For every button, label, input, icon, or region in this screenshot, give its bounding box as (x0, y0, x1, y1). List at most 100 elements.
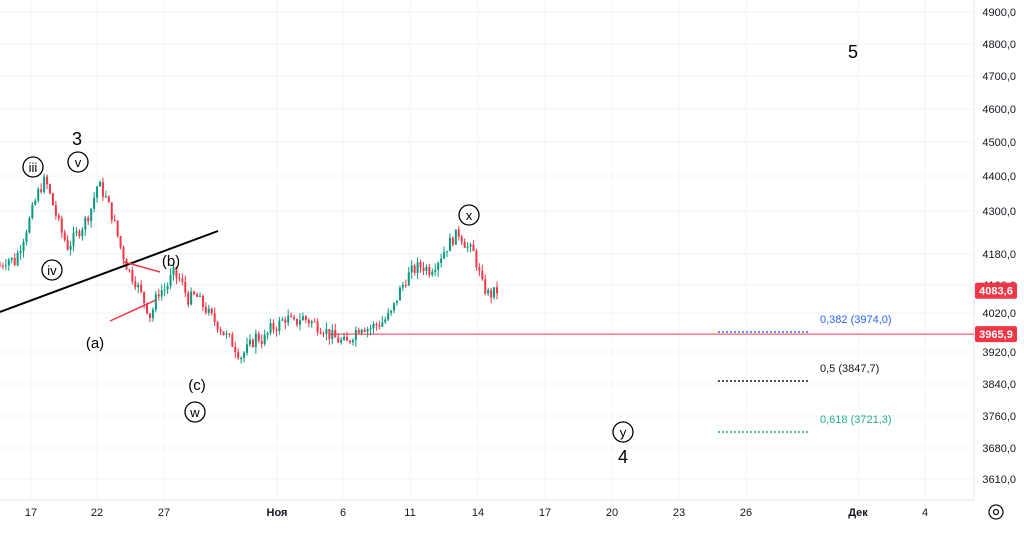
wave-label-iii: iii (29, 160, 38, 175)
wave-label-4: 4 (618, 447, 628, 467)
candle-body (172, 267, 175, 275)
candle-body (466, 246, 469, 248)
candle-body (66, 240, 69, 250)
candle-body (369, 328, 372, 330)
candle-body (472, 244, 475, 252)
candle-body (98, 182, 101, 187)
x-tick-label: 23 (673, 507, 685, 519)
triangle-upper-line[interactable] (123, 261, 161, 273)
candle-body (37, 189, 40, 201)
candle-body (134, 281, 137, 288)
candle-body (210, 308, 213, 314)
fib-level-label: 0,618 (3721,3) (820, 414, 892, 426)
candle-body (157, 294, 160, 297)
candle-body (87, 217, 90, 222)
candle-body (275, 329, 278, 331)
candle-body (393, 302, 396, 311)
triangle-lower-line[interactable] (109, 299, 157, 322)
candle-body (313, 321, 316, 323)
candle-body (431, 271, 434, 275)
x-tick-label: 6 (340, 507, 346, 519)
x-tick-label: Ноя (267, 507, 288, 519)
candle-body (325, 328, 328, 335)
candle-body (490, 290, 493, 298)
candle-body (25, 232, 28, 242)
fib-level-label: 0,5 (3847,7) (820, 363, 879, 375)
x-tick-label: 22 (91, 507, 103, 519)
candle-body (119, 236, 122, 248)
y-tick-label: 4900,0 (982, 7, 1016, 19)
candle-body (219, 329, 222, 332)
candle-body (190, 291, 193, 305)
candle-body (78, 231, 81, 237)
x-tick-label: 11 (404, 507, 415, 519)
candle-body (425, 266, 428, 272)
candle-body (254, 333, 257, 347)
candle-body (404, 284, 407, 286)
candle-body (110, 202, 113, 220)
candle-body (413, 265, 416, 273)
price-axis[interactable]: 4900,0 4800,0 4700,0 4600,0 4500,0 4400,0 4300… (982, 7, 1016, 486)
candle-body (19, 251, 22, 254)
candle-body (460, 236, 463, 242)
y-tick-label: 3920,0 (982, 347, 1016, 359)
candle-body (451, 237, 454, 245)
svg-text:4083,6: 4083,6 (979, 286, 1013, 298)
candle-body (287, 315, 290, 323)
candle-body (213, 313, 216, 323)
candle-body (225, 333, 228, 335)
horizontal-level-tag: 3965,9 (975, 326, 1017, 343)
y-tick-label: 4500,0 (982, 137, 1016, 149)
wave-circle-y (612, 421, 634, 443)
candle-body (101, 182, 104, 197)
candle-body (116, 220, 119, 237)
trendline[interactable] (0, 230, 219, 313)
candle-body (469, 244, 472, 247)
time-axis[interactable]: 17 22 27 Ноя 6 11 14 17 20 23 26 Дек 4 (25, 507, 928, 519)
y-tick-label: 3610,0 (982, 474, 1016, 486)
candle-body (140, 284, 143, 292)
candle-body (137, 284, 140, 288)
candle-body (260, 340, 263, 345)
candle-body (151, 309, 154, 318)
candle-body (178, 277, 181, 280)
wave-label-v: v (75, 155, 82, 170)
candle-body (166, 285, 169, 290)
candle-body (81, 229, 84, 237)
candle-body (196, 294, 199, 297)
candle-body (419, 262, 422, 268)
candle-body (113, 219, 116, 221)
gear-icon[interactable] (988, 504, 1004, 520)
candle-body (146, 303, 149, 314)
candle-body (290, 315, 293, 318)
candle-body (72, 232, 75, 246)
candle-body (348, 340, 351, 343)
candle-body (169, 274, 172, 286)
candle-body (496, 287, 498, 294)
candle-body (272, 323, 275, 330)
candle-body (1, 265, 4, 267)
y-tick-label: 4400,0 (982, 171, 1016, 183)
candle-body (354, 330, 357, 341)
candle-body (222, 331, 225, 335)
candle-body (269, 323, 272, 333)
candle-body (22, 241, 25, 252)
candle-body (16, 253, 19, 266)
candle-body (122, 247, 125, 260)
candle-body (307, 319, 310, 324)
candle-body (284, 319, 287, 323)
candle-body (104, 196, 107, 198)
candle-body (298, 320, 301, 325)
current-price-tag: 4083,6 (975, 282, 1017, 299)
wave-label-c: (c) (188, 377, 206, 394)
candle-body (443, 252, 446, 259)
candle-body (337, 337, 340, 343)
candle-body (246, 344, 249, 353)
wave-circle-iv (41, 259, 63, 281)
candle-body (7, 259, 10, 266)
fibonacci-levels[interactable]: 0,382 (3974,0) 0,5 (3847,7) 0,618 (3721,3) (718, 314, 892, 433)
candle-body (75, 231, 78, 233)
candle-body (463, 241, 466, 248)
candle-body (148, 313, 151, 318)
